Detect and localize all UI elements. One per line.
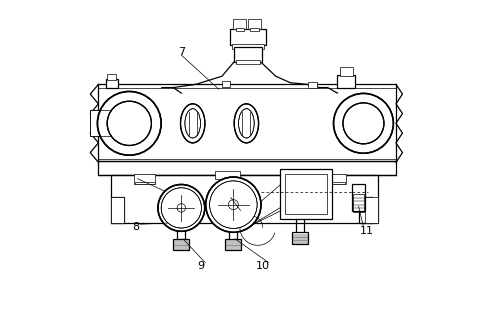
Ellipse shape	[181, 104, 205, 143]
Text: 10: 10	[255, 261, 270, 272]
Circle shape	[161, 188, 201, 228]
Circle shape	[158, 184, 205, 231]
Ellipse shape	[239, 109, 254, 138]
Bar	[353, 194, 364, 212]
Bar	[98, 84, 396, 162]
Bar	[340, 68, 353, 75]
Bar	[250, 28, 259, 31]
Bar	[232, 44, 264, 49]
Bar	[234, 47, 262, 62]
Bar	[106, 79, 118, 88]
Bar	[248, 19, 261, 29]
Bar	[365, 196, 378, 222]
Bar	[308, 82, 316, 88]
Bar	[236, 60, 260, 64]
Ellipse shape	[234, 104, 258, 143]
Bar	[324, 174, 346, 183]
Bar	[173, 239, 189, 250]
Bar	[225, 239, 242, 250]
Ellipse shape	[185, 109, 200, 138]
Bar	[292, 232, 308, 244]
Bar	[325, 182, 345, 184]
Bar	[215, 171, 240, 179]
Bar	[98, 161, 396, 175]
Bar	[233, 19, 247, 29]
Text: 11: 11	[360, 226, 373, 236]
Bar	[90, 110, 112, 136]
Bar	[280, 169, 332, 219]
Bar	[337, 74, 355, 88]
Bar	[236, 28, 244, 31]
Text: 9: 9	[197, 261, 204, 272]
Bar	[230, 29, 266, 45]
Circle shape	[210, 181, 257, 228]
Bar	[90, 110, 112, 136]
Bar	[107, 74, 116, 80]
Bar	[112, 196, 124, 222]
Circle shape	[333, 93, 393, 153]
Circle shape	[206, 177, 261, 232]
Text: 8: 8	[132, 222, 139, 233]
Circle shape	[107, 101, 151, 145]
Bar	[135, 182, 155, 184]
Bar	[285, 174, 327, 215]
Bar	[112, 175, 378, 222]
Text: 7: 7	[178, 47, 185, 57]
Bar	[352, 183, 365, 211]
Bar	[134, 174, 155, 183]
Circle shape	[97, 92, 161, 155]
Bar	[222, 81, 230, 87]
Circle shape	[343, 103, 384, 144]
